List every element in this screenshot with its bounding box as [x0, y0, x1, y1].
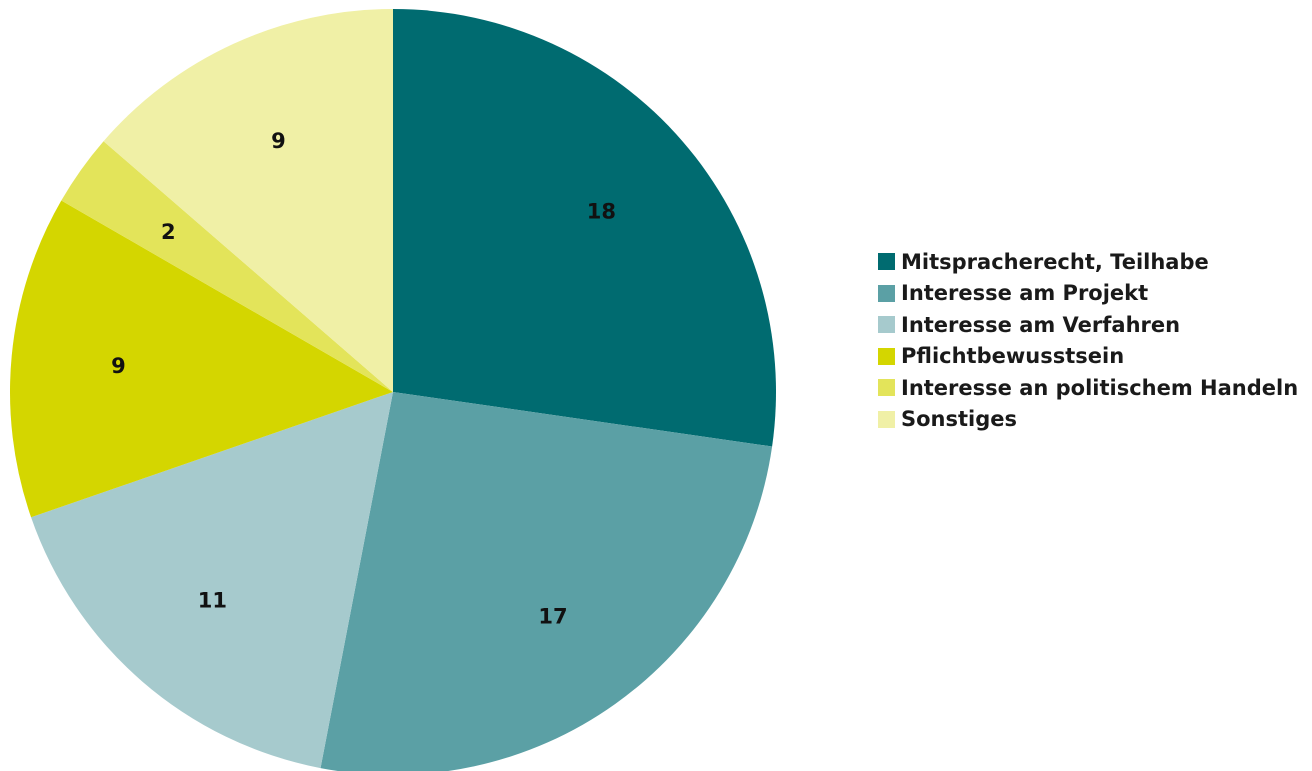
pie-slice	[393, 9, 776, 447]
legend-swatch	[878, 284, 895, 302]
slice-data-label: 2	[161, 220, 176, 244]
slice-data-label: 9	[111, 354, 126, 378]
legend-item: Mitspracherecht, Teilhabe	[878, 246, 1298, 278]
legend-item: Interesse an politischem Handeln	[878, 372, 1298, 404]
legend-swatch	[878, 253, 895, 271]
slice-data-label: 17	[538, 605, 567, 629]
legend-swatch	[878, 379, 895, 397]
legend-swatch	[878, 347, 895, 365]
legend-label: Mitspracherecht, Teilhabe	[901, 249, 1209, 274]
legend-item: Interesse am Projekt	[878, 278, 1298, 310]
legend-swatch	[878, 410, 895, 428]
pie-slice	[103, 9, 393, 392]
legend-item: Interesse am Verfahren	[878, 309, 1298, 341]
pie-slice	[61, 141, 394, 392]
pie-data-labels: 18 17 11 9 2 9	[111, 129, 616, 628]
legend-item: Sonstiges	[878, 404, 1298, 436]
legend-label: Interesse an politischem Handeln	[901, 375, 1299, 400]
legend-label: Sonstiges	[901, 407, 1018, 432]
pie-slice	[320, 392, 773, 771]
legend-label: Interesse am Projekt	[901, 281, 1149, 306]
slice-data-label: 18	[587, 199, 616, 223]
pie-slice	[31, 392, 393, 769]
slice-data-label: 9	[271, 129, 286, 153]
legend-label: Interesse am Verfahren	[901, 312, 1181, 337]
pie-slice	[10, 200, 394, 518]
chart-legend: Mitspracherecht, Teilhabe Interesse am Pr…	[878, 246, 1298, 435]
legend-swatch	[878, 316, 895, 334]
legend-label: Pflichtbewusstsein	[901, 344, 1125, 369]
pie-slices	[10, 9, 776, 771]
slice-data-label: 11	[198, 588, 227, 612]
legend-item: Pflichtbewusstsein	[878, 341, 1298, 373]
